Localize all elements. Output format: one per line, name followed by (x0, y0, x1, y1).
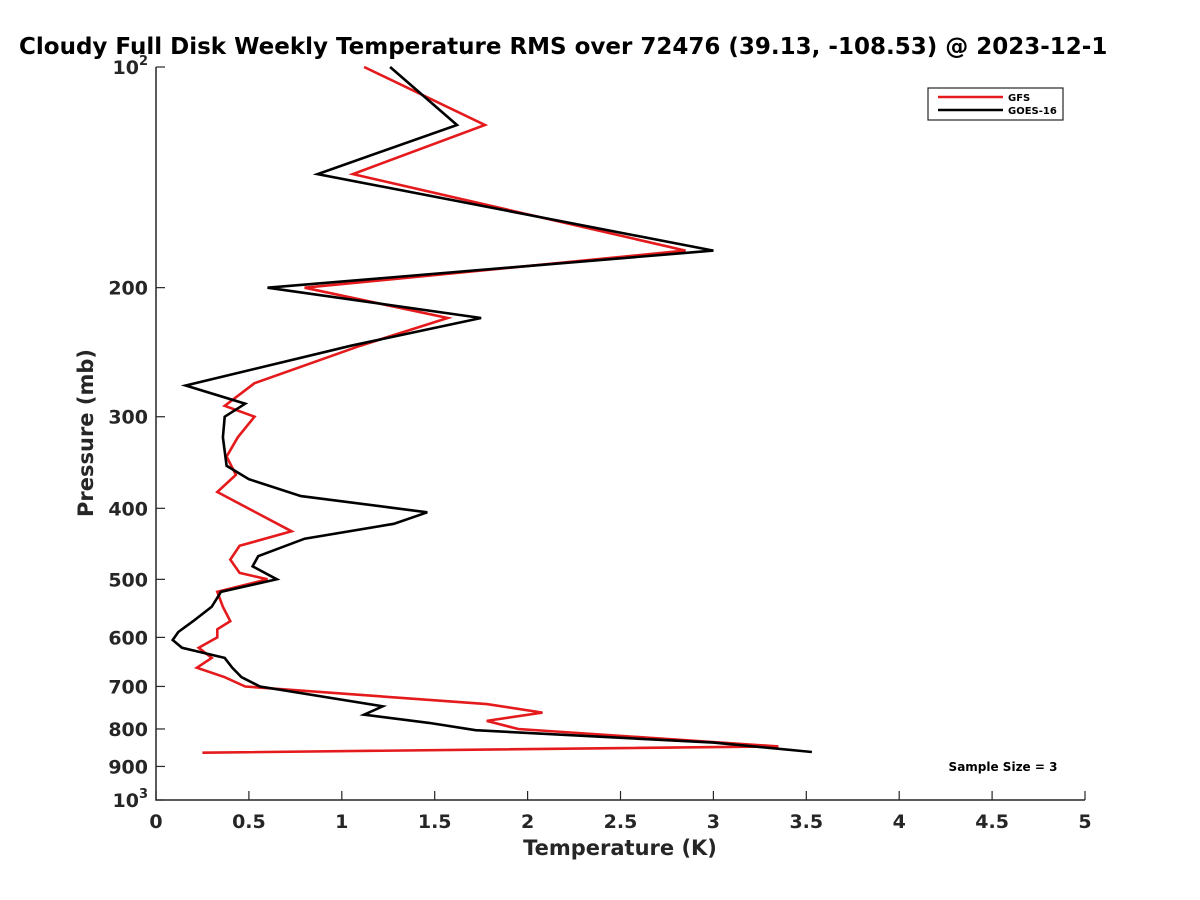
legend: GFS GOES-16 (927, 87, 1064, 121)
x-axis: 0 0.5 1 1.5 2 2.5 3 3.5 4 4.5 5 (149, 791, 1092, 833)
y-tick-label: 900 (108, 756, 148, 778)
x-tick-label: 2.5 (604, 811, 638, 833)
y-tick-label: 500 (108, 569, 148, 591)
series-layer (170, 65, 813, 754)
y-tick-label: 102 (113, 54, 149, 79)
y-tick-label: 200 (108, 278, 148, 300)
x-tick-label: 5 (1078, 811, 1091, 833)
sample-size-annotation: Sample Size = 3 (949, 760, 1058, 774)
x-tick-label: 1.5 (418, 811, 452, 833)
legend-label: GOES-16 (1008, 106, 1057, 117)
y-tick-label: 700 (108, 676, 148, 698)
y-tick-label: 400 (108, 498, 148, 520)
series-line-gfs (193, 65, 779, 754)
y-tick-label: 300 (108, 407, 148, 429)
y-tick-label: 800 (108, 719, 148, 741)
y-axis: 102 200 300 400 500 600 700 800 900 103 (108, 54, 165, 812)
x-tick-label: 3 (707, 811, 720, 833)
series-line-goes-16 (170, 66, 813, 754)
chart-title: Cloudy Full Disk Weekly Temperature RMS … (19, 34, 1107, 60)
x-tick-label: 4.5 (975, 811, 1009, 833)
legend-box (927, 87, 1064, 121)
legend-label: GFS (1008, 93, 1030, 104)
x-tick-label: 0 (149, 811, 162, 833)
y-axis-label: Pressure (mb) (74, 349, 98, 517)
x-tick-label: 0.5 (232, 811, 266, 833)
x-tick-label: 2 (521, 811, 534, 833)
x-axis-label: Temperature (K) (523, 836, 717, 860)
y-tick-label: 103 (113, 787, 149, 812)
x-tick-label: 3.5 (789, 811, 823, 833)
y-tick-label: 600 (108, 627, 148, 649)
x-tick-label: 4 (893, 811, 906, 833)
x-tick-label: 1 (335, 811, 348, 833)
